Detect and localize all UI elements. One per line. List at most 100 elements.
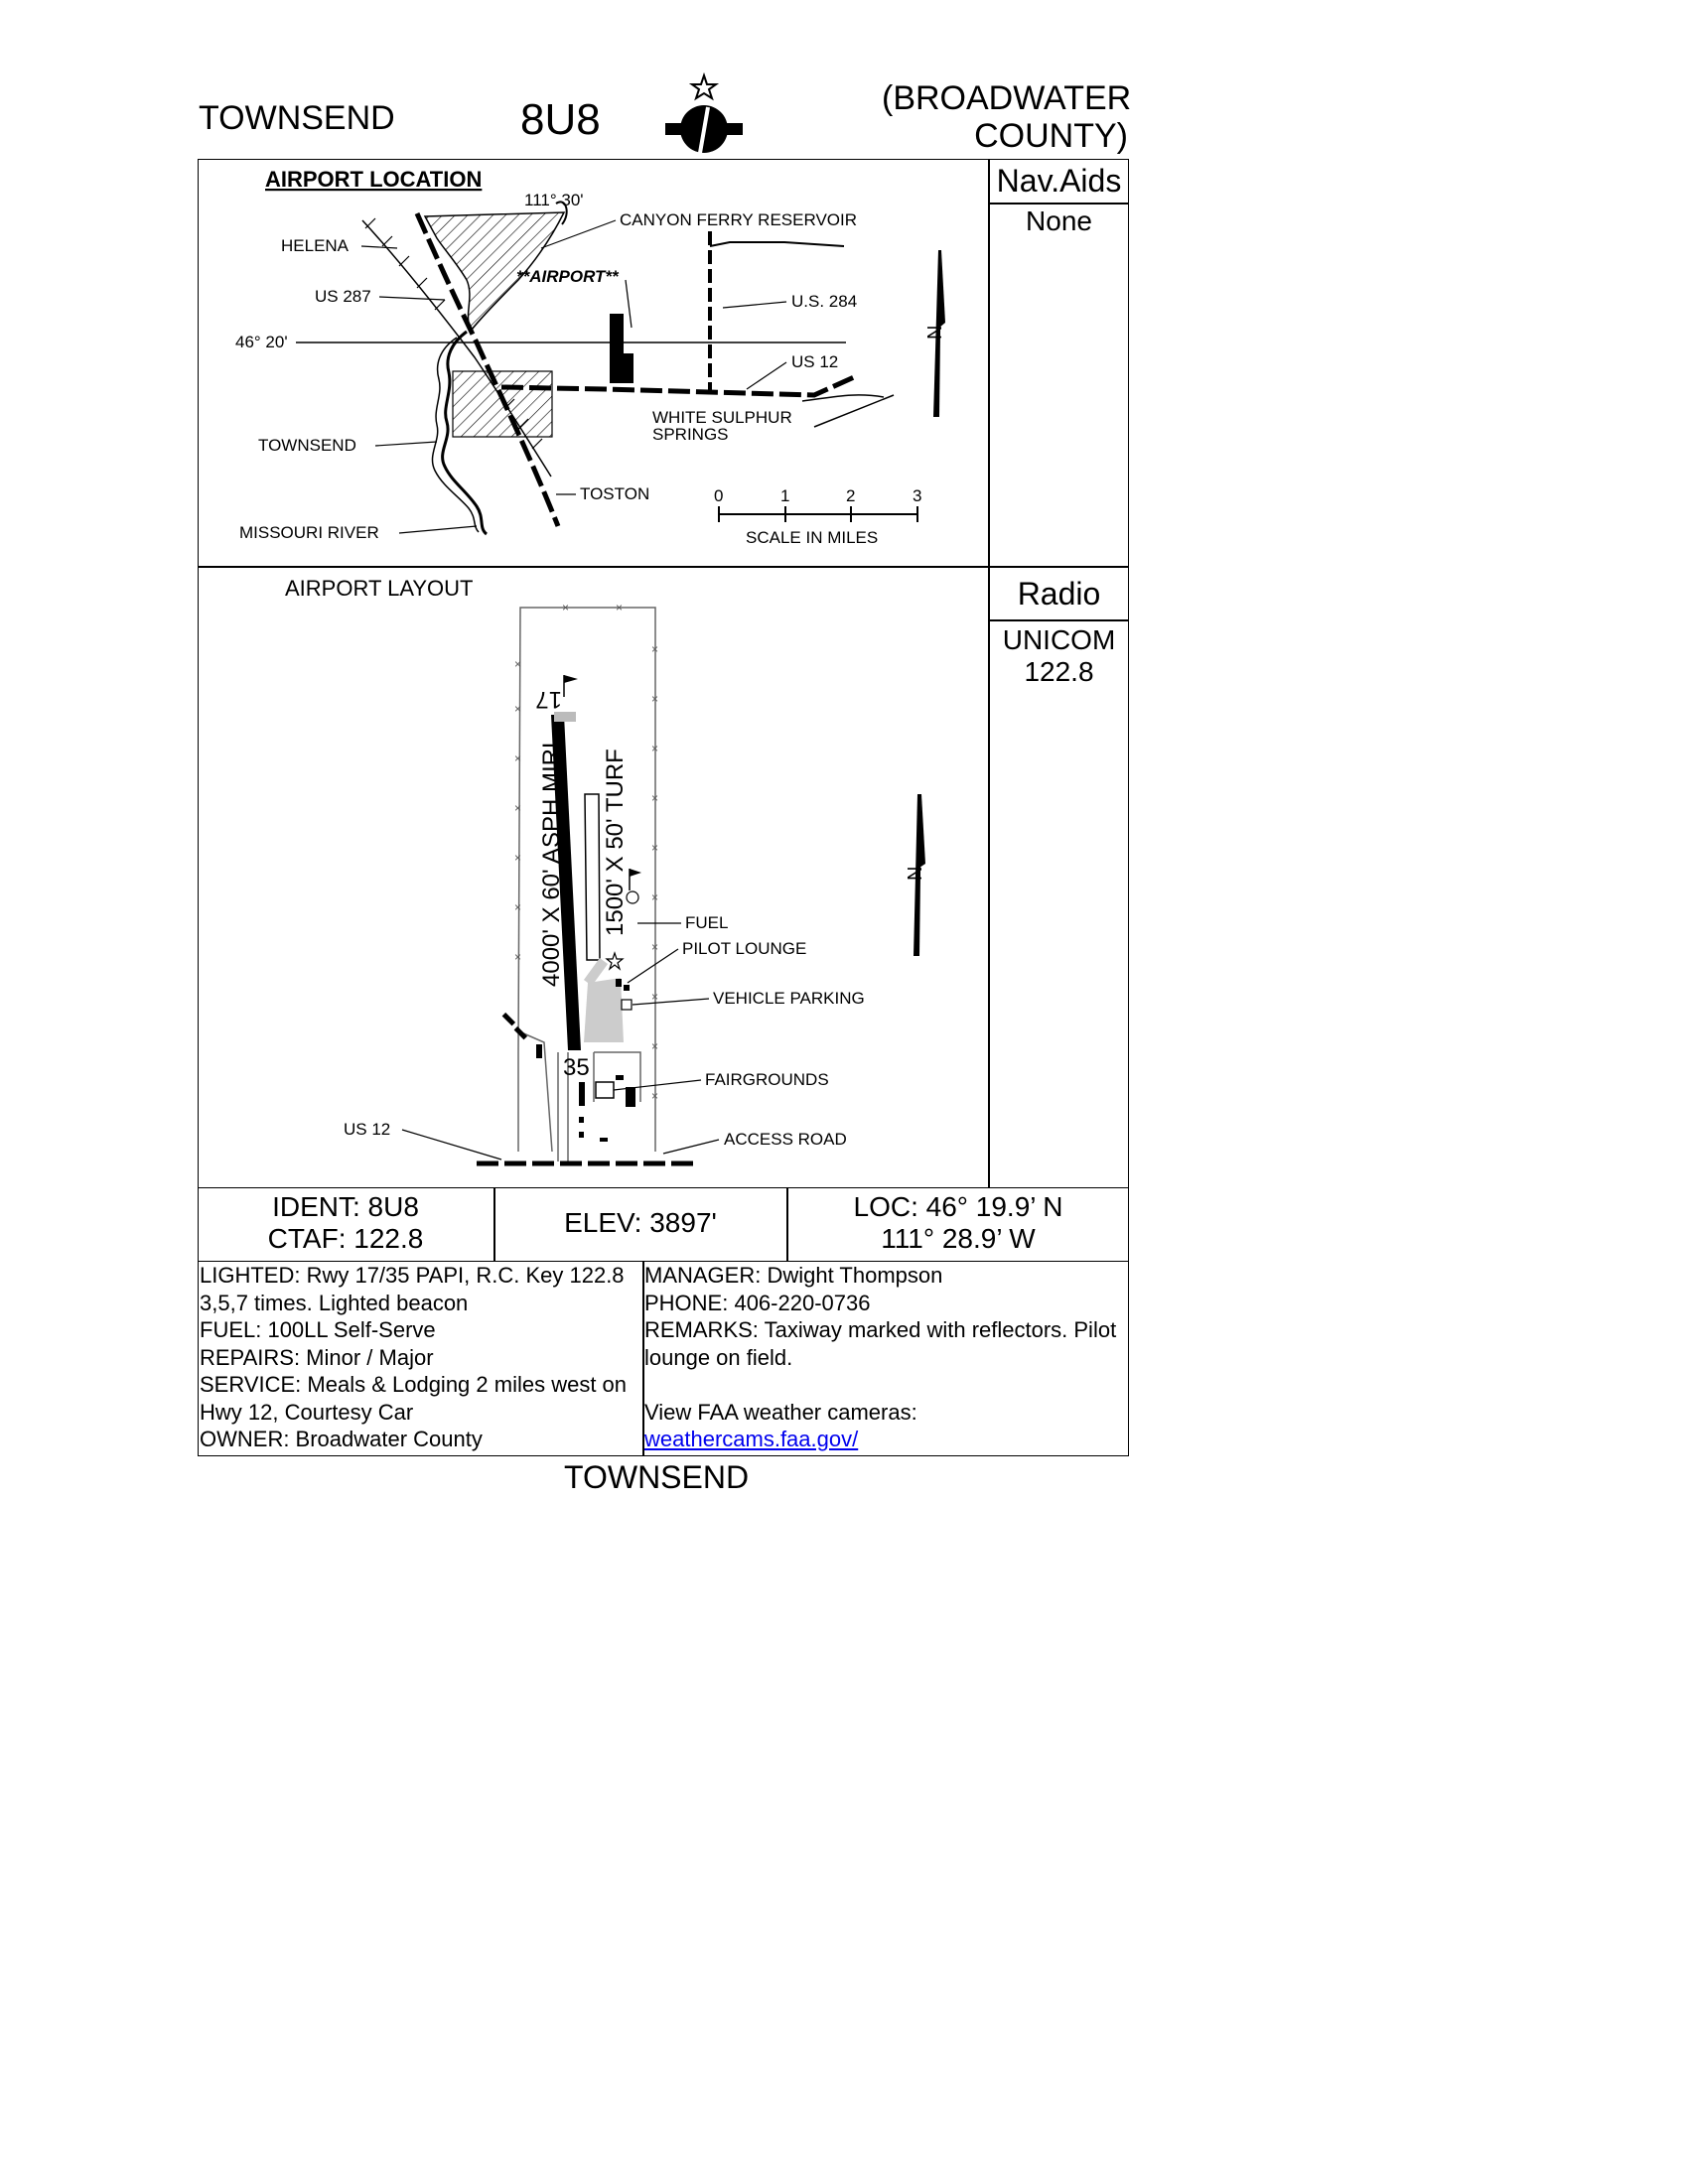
summary-divider-1 (493, 1187, 495, 1262)
detail-manager: MANAGER: Dwight Thompson (644, 1263, 943, 1288)
west-building-3 (536, 1044, 542, 1058)
scale-tick-0: 0 (714, 486, 723, 505)
ident-title: 8U8 (520, 95, 601, 144)
canyon-ferry-label: CANYON FERRY RESERVOIR (620, 210, 857, 229)
details-box (198, 1261, 1129, 1456)
scale-ticks (718, 506, 918, 522)
us12-to-wss (801, 394, 885, 402)
west-building-2 (513, 1025, 528, 1040)
layout-north-arrow-icon: N (905, 794, 926, 956)
us12-label: US 12 (791, 352, 838, 371)
svg-text:×: × (651, 1089, 658, 1103)
west-road (520, 1031, 553, 1153)
railroad-ties (364, 217, 543, 450)
canyon-ferry-reservoir (423, 211, 566, 332)
pilot-lounge-beacon-icon (605, 951, 625, 971)
scale-tick-3: 3 (913, 486, 921, 505)
location-lon: 111° 28.9’ W (881, 1223, 1036, 1254)
svg-text:×: × (651, 742, 658, 755)
toston-label: TOSTON (580, 484, 649, 503)
latitude-label: 46° 20' (235, 333, 288, 351)
svg-text:×: × (651, 642, 658, 656)
sidebar-divider (988, 159, 990, 1188)
detail-weathercam: View FAA weather cameras: (644, 1399, 917, 1425)
svg-text:×: × (651, 791, 658, 805)
fair-shed-2 (626, 1087, 635, 1107)
fair-shed-5 (579, 1132, 584, 1138)
paved-runway (551, 715, 581, 1050)
wss-label-line2: SPRINGS (652, 425, 729, 444)
svg-text:×: × (651, 692, 658, 706)
elevation-value: ELEV: 3897' (564, 1207, 717, 1238)
summary-divider-2 (786, 1187, 788, 1262)
svg-text:×: × (651, 890, 658, 904)
svg-text:×: × (514, 657, 521, 671)
helena-leader (360, 245, 398, 249)
vehicle-parking-lot (621, 999, 633, 1011)
svg-text:×: × (514, 900, 521, 914)
missouri-label: MISSOURI RIVER (239, 523, 379, 542)
us287-leader (378, 296, 446, 301)
detail-service-cont: Hwy 12, Courtesy Car (200, 1399, 414, 1425)
details-divider (642, 1261, 644, 1456)
access-road-leader (662, 1139, 720, 1155)
windsock-south-icon (629, 869, 641, 890)
fairgrounds-fence (593, 1051, 641, 1102)
us12-leader (746, 361, 787, 390)
windsock-north-icon (563, 675, 578, 697)
townsend-label: TOWNSEND (258, 436, 356, 455)
svg-text:×: × (651, 1039, 658, 1053)
detail-owner: OWNER: Broadwater County (200, 1427, 483, 1451)
location-map: AIRPORT LOCATION 111° 30' CANYON FERRY R… (235, 167, 946, 547)
layout-us12-label: US 12 (344, 1120, 390, 1139)
svg-text:×: × (562, 601, 569, 614)
missouri-leader (398, 525, 478, 534)
radio-underline (988, 619, 1129, 621)
svg-text:×: × (514, 950, 521, 964)
missouri-river (441, 330, 489, 536)
us287-label: US 287 (315, 287, 371, 306)
svg-text:×: × (514, 851, 521, 865)
helena-label: HELENA (281, 236, 350, 255)
airport-leader (625, 279, 633, 329)
fairgrounds-building (595, 1081, 615, 1099)
railroad-line (361, 219, 552, 478)
turf-runway (584, 793, 601, 961)
longitude-label: 111° 30' (524, 191, 584, 209)
wss-leader (813, 394, 895, 428)
detail-service: SERVICE: Meals & Lodging 2 miles west on (200, 1372, 628, 1397)
pilot-lounge-leader (627, 948, 679, 984)
ident-value: IDENT: 8U8 (272, 1191, 419, 1222)
detail-repairs: REPAIRS: Minor / Major (200, 1344, 434, 1370)
apron (584, 978, 624, 1042)
radio-unicom: UNICOM (1002, 624, 1116, 655)
fair-shed-6 (600, 1138, 608, 1142)
map-divider (198, 566, 1129, 568)
svg-text:×: × (651, 990, 658, 1004)
radio-frequency: 122.8 (1024, 656, 1094, 687)
weathercam-link[interactable]: weathercams.faa.gov/ (644, 1427, 859, 1451)
west-building-1 (501, 1012, 516, 1026)
airport-label: **AIRPORT** (516, 267, 620, 286)
detail-remarks-cont: lounge on field. (644, 1344, 793, 1370)
svg-text:×: × (651, 940, 658, 954)
runway-35-label: 35 (563, 1054, 590, 1081)
layout-us12-leader (401, 1129, 502, 1160)
layout-map-title: AIRPORT LAYOUT (285, 576, 474, 601)
runway-north-threshold (554, 712, 576, 722)
us284-label: U.S. 284 (791, 292, 857, 311)
radio-title: Radio (1017, 576, 1101, 612)
airport-symbol (610, 314, 633, 383)
svg-text:×: × (651, 841, 658, 855)
scale-label: SCALE IN MILES (746, 528, 878, 547)
scale-tick-1: 1 (780, 486, 789, 505)
fair-shed-4 (579, 1117, 584, 1123)
ctaf-value: CTAF: 122.8 (267, 1223, 424, 1254)
north-arrow-icon: N (924, 250, 946, 417)
fair-shed-1 (579, 1082, 585, 1106)
svg-text:×: × (616, 601, 623, 614)
us287-highway (414, 211, 561, 527)
navaids-title: Nav.Aids (996, 163, 1122, 199)
fuel-label: FUEL (685, 913, 728, 932)
vehicle-parking-label: VEHICLE PARKING (713, 989, 865, 1008)
